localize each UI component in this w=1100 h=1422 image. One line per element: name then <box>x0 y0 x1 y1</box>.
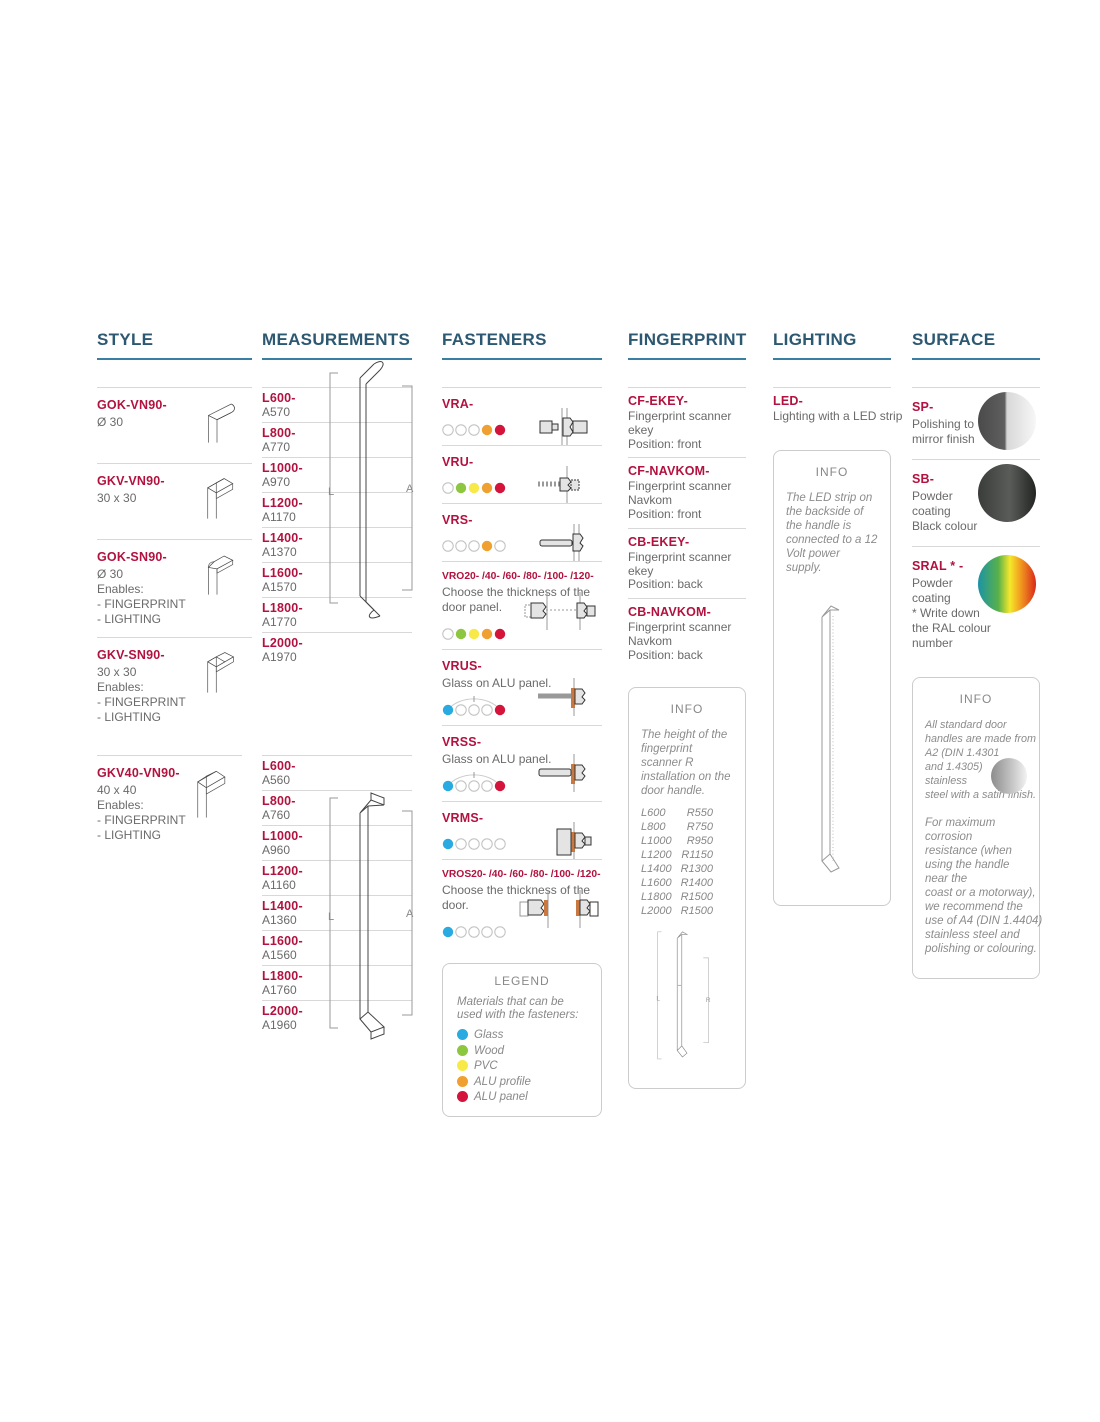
svg-text:L: L <box>656 995 660 1002</box>
svg-text:L: L <box>328 911 334 923</box>
svg-text:L: L <box>328 486 334 498</box>
svg-text:A: A <box>406 908 414 920</box>
svg-text:R: R <box>706 997 711 1004</box>
svg-text:A: A <box>406 483 414 495</box>
